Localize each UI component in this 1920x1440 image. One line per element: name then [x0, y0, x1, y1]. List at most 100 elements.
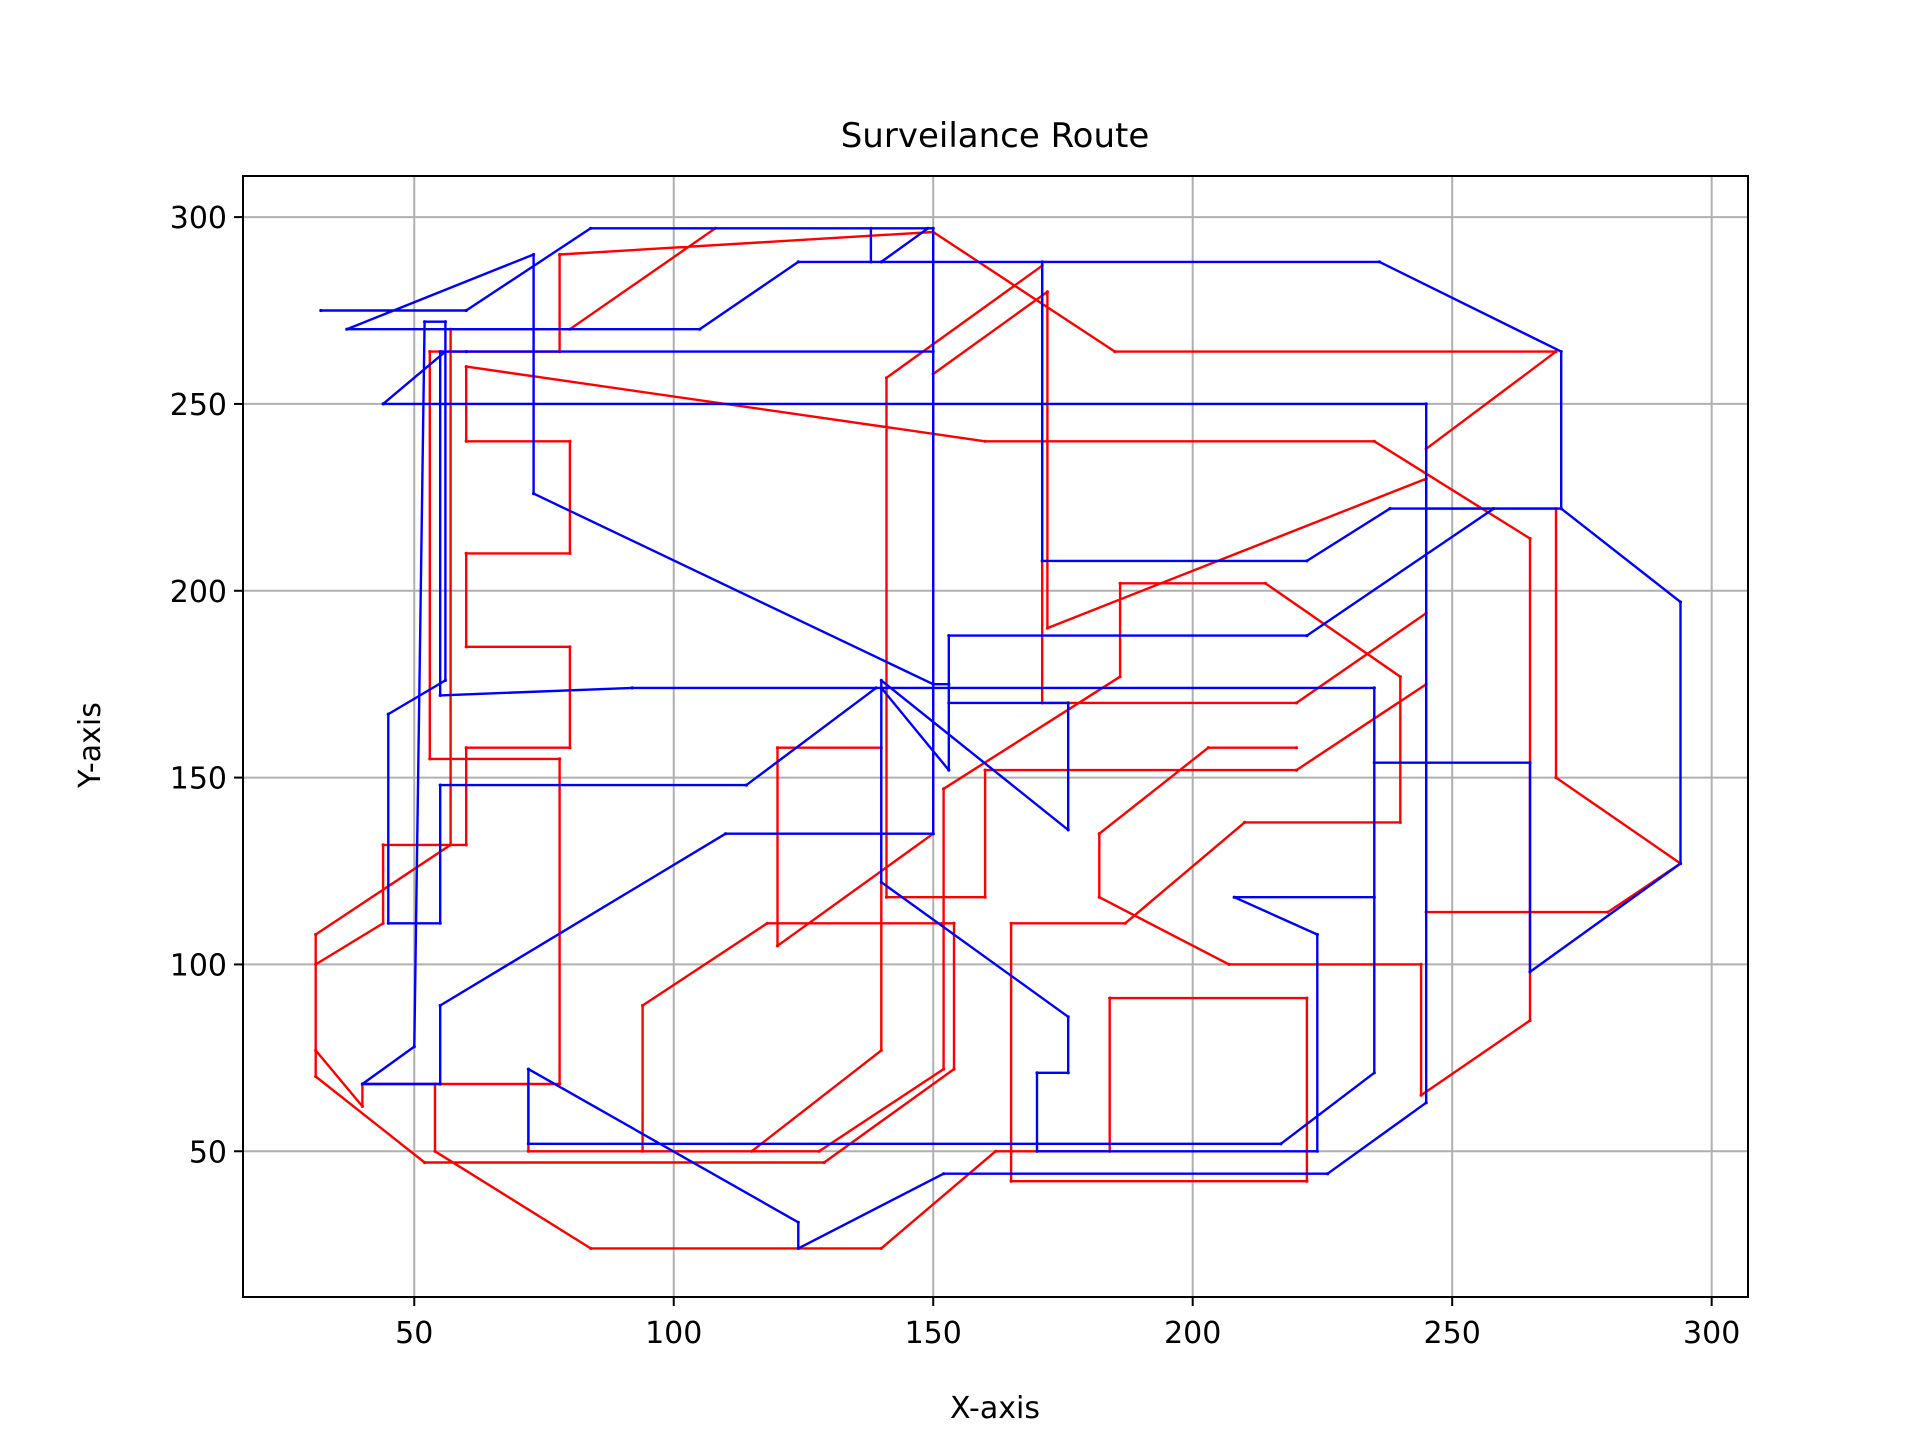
y-tick-label: 200: [170, 575, 227, 610]
route-point: [947, 682, 951, 686]
route-point: [947, 768, 951, 772]
x-tick-label: 150: [905, 1316, 962, 1351]
route-point: [428, 350, 432, 354]
y-tick-label: 150: [170, 762, 227, 797]
route-point: [464, 645, 468, 649]
route-point: [1035, 1149, 1039, 1153]
route-point: [423, 1160, 427, 1165]
route-point: [360, 1082, 364, 1086]
route-point: [1326, 1172, 1330, 1176]
route-point: [796, 260, 800, 264]
route-point: [1492, 507, 1496, 511]
route-point: [1066, 1071, 1070, 1075]
route-point: [568, 645, 572, 649]
route-point: [558, 252, 562, 257]
series-layer: [314, 226, 1683, 1250]
route-point: [884, 895, 889, 899]
route-point: [952, 921, 956, 925]
route-point: [641, 1003, 645, 1008]
y-tick-label: 300: [170, 201, 227, 236]
route-point: [874, 686, 878, 690]
y-tick-label: 50: [189, 1135, 227, 1170]
route-point: [1294, 701, 1299, 705]
route-point: [319, 308, 323, 313]
axes-frame: [242, 175, 1749, 1298]
y-tick-label: 100: [170, 948, 227, 983]
route-point: [314, 1074, 318, 1079]
route-point: [558, 1082, 562, 1086]
route-point: [1559, 507, 1563, 511]
route-point: [1305, 996, 1309, 1000]
route-point: [464, 439, 468, 443]
route-point: [464, 350, 468, 354]
route-point: [765, 921, 769, 925]
x-tick-label: 250: [1424, 1316, 1481, 1351]
route-point: [1123, 921, 1127, 925]
route-point: [433, 1149, 437, 1153]
route-point: [1678, 600, 1683, 604]
route-point: [1066, 701, 1070, 705]
route-point: [796, 1220, 800, 1224]
route-point: [1279, 1142, 1283, 1146]
y-axis-label: Y-axis: [73, 702, 108, 789]
route-point: [526, 1067, 531, 1071]
route-point: [314, 1048, 318, 1052]
route-point: [443, 320, 447, 324]
route-point: [345, 327, 349, 331]
route-point: [360, 1104, 364, 1108]
chart-title: Surveilance Route: [841, 116, 1150, 156]
route-point: [1305, 559, 1309, 563]
route-point: [1678, 861, 1683, 866]
route-point: [464, 365, 468, 369]
route-point: [879, 678, 883, 683]
route-point: [1040, 559, 1044, 563]
route-point: [1108, 996, 1112, 1000]
route-point: [1372, 1071, 1376, 1075]
route-point: [1294, 768, 1299, 772]
route-point: [412, 1045, 416, 1049]
route-point: [750, 1149, 754, 1153]
x-axis-label: X-axis: [950, 1391, 1040, 1426]
route-point: [1097, 832, 1101, 836]
route-point: [1066, 828, 1070, 832]
route-point: [1559, 350, 1563, 354]
route-point: [381, 843, 385, 847]
route-point: [775, 746, 780, 750]
route-point: [1528, 970, 1532, 974]
route-point: [589, 226, 593, 230]
route-point: [931, 260, 935, 264]
route-point: [1315, 1149, 1319, 1153]
route-point: [1035, 1071, 1039, 1075]
route-point: [931, 350, 935, 354]
route-point: [724, 832, 728, 836]
route-point: [1305, 1179, 1309, 1183]
x-tick-label: 50: [395, 1316, 433, 1351]
route-point: [438, 693, 442, 698]
route-point: [817, 1149, 821, 1153]
route-point: [1009, 921, 1013, 925]
route-point: [1424, 1101, 1428, 1105]
route-point: [1372, 761, 1376, 765]
route-point: [449, 843, 453, 847]
route-point: [698, 327, 702, 331]
route-point: [869, 260, 873, 264]
route-point: [532, 252, 536, 257]
route-point: [423, 320, 427, 324]
route-point: [568, 439, 572, 443]
route-point: [879, 260, 883, 264]
route-point: [558, 757, 562, 761]
route-point: [884, 376, 889, 380]
route-point: [952, 1067, 956, 1071]
route-point: [931, 226, 935, 230]
route-point: [386, 712, 390, 716]
route-point: [526, 1142, 531, 1146]
route-point: [1372, 686, 1376, 690]
route-point: [428, 757, 432, 761]
x-tick-label: 200: [1164, 1316, 1221, 1351]
route-point: [526, 1149, 531, 1153]
route-point: [983, 768, 987, 772]
route-point: [931, 682, 935, 686]
route-point: [464, 551, 468, 556]
route-point: [1263, 581, 1267, 585]
route-point: [1243, 820, 1247, 825]
